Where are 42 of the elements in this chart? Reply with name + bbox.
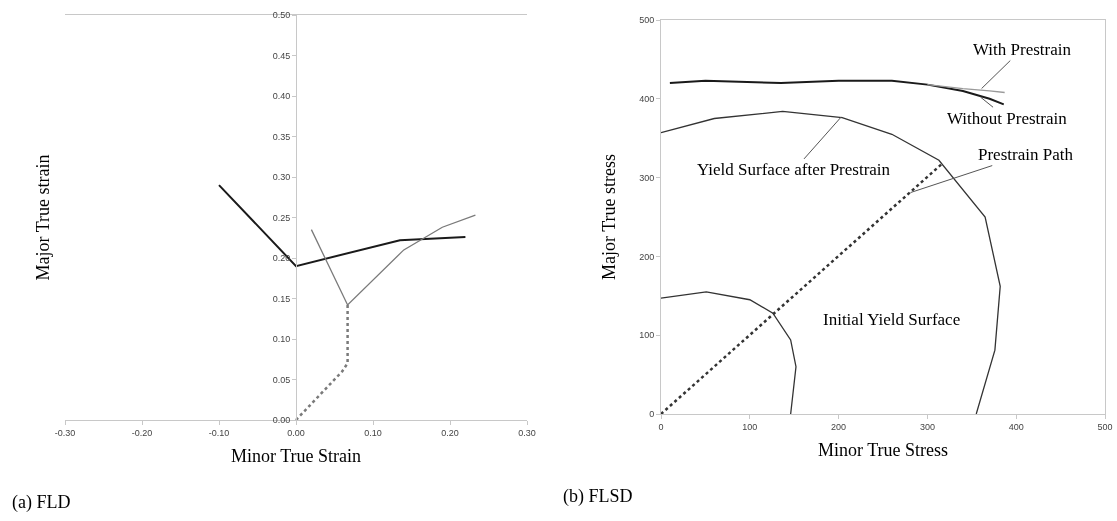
annotation: Yield Surface after Prestrain <box>697 160 891 179</box>
y-tick-label: 0.40 <box>272 91 291 102</box>
y-tick-label: 0.30 <box>272 172 291 183</box>
annotation: Without Prestrain <box>947 109 1068 128</box>
x-axis-title: Minor True Strain <box>230 445 362 466</box>
x-axis-title: Minor True Stress <box>817 439 949 460</box>
annotation: Initial Yield Surface <box>823 310 961 329</box>
text: (a) FLD <box>12 492 71 513</box>
line-series <box>218 184 467 268</box>
y-tick-label: 0.10 <box>272 334 291 345</box>
text: (b) FLSD <box>563 486 633 507</box>
y-tick-label: 100 <box>639 330 655 341</box>
y-tick-label: 0 <box>649 409 655 420</box>
y-axis-title: Major True strain <box>32 154 53 281</box>
x-tick-label: 0.00 <box>287 427 305 438</box>
x-tick-label: 0.30 <box>518 427 536 438</box>
y-tick-label: 0.50 <box>272 10 291 21</box>
x-tick-label: -0.30 <box>54 427 76 438</box>
y-tick-label: 300 <box>639 172 655 183</box>
x-tick-label: 0.10 <box>364 427 382 438</box>
x-tick-label: 500 <box>1097 421 1113 432</box>
line-series <box>926 83 1006 94</box>
x-tick-label: -0.10 <box>208 427 230 438</box>
x-tick-label: 0.20 <box>441 427 459 438</box>
x-tick-label: 0 <box>658 421 664 432</box>
y-axis-title: Major True stress <box>599 153 619 281</box>
y-tick-label: 500 <box>639 15 655 26</box>
x-tick-label: 300 <box>919 421 935 432</box>
y-tick-label: 0.45 <box>272 50 291 61</box>
line-series <box>668 79 1005 106</box>
y-tick-label: 0.15 <box>272 293 291 304</box>
x-tick-label: 400 <box>1008 421 1024 432</box>
x-tick-label: 100 <box>742 421 758 432</box>
x-tick-label: -0.20 <box>131 427 153 438</box>
y-tick-label: 0.05 <box>272 374 291 385</box>
y-tick-label: 400 <box>639 93 655 104</box>
y-tick-label: 0.25 <box>272 212 291 223</box>
x-tick-label: 200 <box>831 421 847 432</box>
annotation: Prestrain Path <box>978 145 1074 164</box>
y-tick-label: 0.35 <box>272 131 291 142</box>
y-tick-label: 200 <box>639 251 655 262</box>
annotation: With Prestrain <box>973 40 1072 59</box>
